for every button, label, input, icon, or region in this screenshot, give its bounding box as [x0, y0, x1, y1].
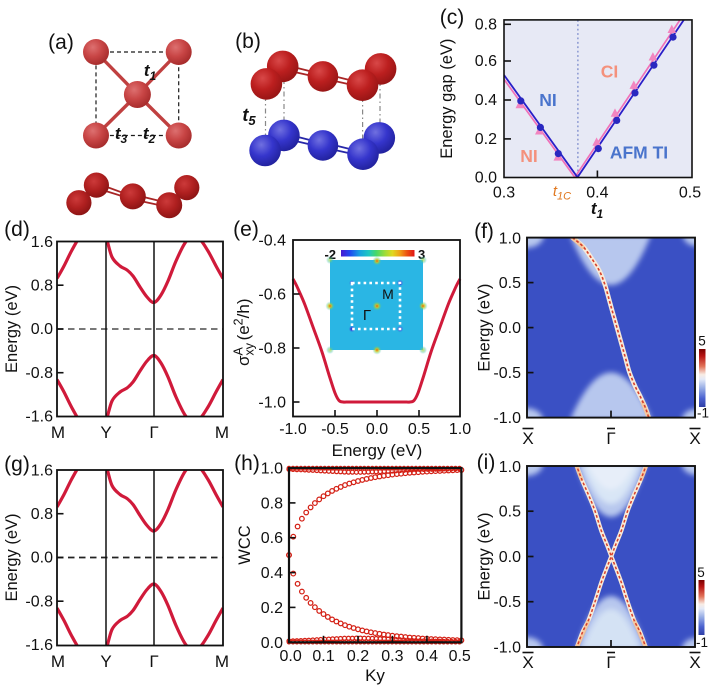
svg-text:1.0: 1.0 — [499, 459, 521, 476]
svg-text:-1.0: -1.0 — [258, 394, 286, 411]
svg-text:Y: Y — [100, 423, 111, 442]
svg-text:-1: -1 — [697, 406, 709, 421]
svg-text:-1.6: -1.6 — [25, 637, 53, 654]
svg-text:0.2: 0.2 — [261, 600, 283, 617]
svg-text:0.4: 0.4 — [416, 648, 438, 665]
svg-text:0.8: 0.8 — [475, 17, 497, 34]
svg-text:Γ: Γ — [149, 652, 158, 671]
svg-text:M: M — [382, 286, 394, 302]
svg-text:Γ: Γ — [363, 307, 371, 324]
svg-text:Energy gap (eV): Energy gap (eV) — [438, 39, 456, 159]
svg-text:X: X — [522, 429, 533, 448]
svg-text:-1.6: -1.6 — [25, 409, 53, 426]
svg-text:0.8: 0.8 — [261, 495, 283, 512]
svg-text:Γ: Γ — [149, 423, 158, 442]
svg-text:0.0: 0.0 — [366, 421, 388, 438]
svg-text:0.5: 0.5 — [408, 421, 430, 438]
svg-text:Energy (eV): Energy (eV) — [3, 285, 21, 373]
svg-text:1.0: 1.0 — [499, 231, 521, 248]
svg-text:Energy (eV): Energy (eV) — [476, 284, 494, 372]
svg-text:-2: -2 — [324, 247, 336, 262]
svg-text:X: X — [689, 429, 700, 448]
svg-text:-1.0: -1.0 — [493, 640, 521, 657]
svg-text:WCC: WCC — [236, 525, 254, 564]
svg-text:0.6: 0.6 — [475, 53, 497, 70]
svg-text:0.0: 0.0 — [31, 550, 53, 567]
svg-text:(d): (d) — [4, 218, 30, 241]
svg-text:(b): (b) — [235, 30, 261, 53]
svg-text:0.0: 0.0 — [475, 170, 497, 187]
svg-text:Energy (eV): Energy (eV) — [3, 513, 21, 601]
svg-text:Energy (eV): Energy (eV) — [332, 441, 423, 460]
svg-text:0.2: 0.2 — [475, 131, 497, 148]
svg-text:X: X — [522, 653, 533, 672]
svg-text:-0.8: -0.8 — [25, 365, 53, 382]
svg-text:Γ: Γ — [606, 653, 615, 672]
svg-text:0.0: 0.0 — [261, 635, 283, 652]
svg-text:0.8: 0.8 — [31, 277, 53, 294]
svg-text:0.5: 0.5 — [449, 648, 471, 665]
svg-text:-0.4: -0.4 — [258, 233, 286, 250]
svg-text:(h): (h) — [234, 452, 260, 475]
svg-text:1.6: 1.6 — [31, 234, 53, 251]
svg-text:-0.5: -0.5 — [321, 421, 349, 438]
svg-text:0.0: 0.0 — [499, 549, 521, 566]
svg-text:Y: Y — [100, 652, 111, 671]
svg-text:-0.5: -0.5 — [493, 594, 521, 611]
svg-text:1.0: 1.0 — [449, 421, 471, 438]
svg-text:-0.5: -0.5 — [493, 365, 521, 382]
svg-text:Γ: Γ — [606, 429, 615, 448]
svg-text:-1: -1 — [696, 635, 708, 650]
svg-text:-1.0: -1.0 — [493, 410, 521, 427]
svg-text:(e): (e) — [233, 218, 259, 241]
svg-text:-1.0: -1.0 — [279, 421, 307, 438]
svg-text:0.3: 0.3 — [493, 185, 515, 202]
svg-text:0.4: 0.4 — [475, 92, 497, 109]
svg-text:M: M — [215, 652, 229, 671]
svg-text:0.1: 0.1 — [312, 648, 334, 665]
svg-text:0.4: 0.4 — [261, 565, 283, 582]
svg-text:-0.6: -0.6 — [258, 286, 286, 303]
svg-text:-0.8: -0.8 — [25, 593, 53, 610]
svg-text:Energy (eV): Energy (eV) — [476, 512, 494, 600]
svg-text:5: 5 — [698, 334, 706, 349]
svg-text:AFM TI: AFM TI — [610, 143, 668, 163]
svg-text:0.2: 0.2 — [347, 648, 369, 665]
svg-text:-0.8: -0.8 — [258, 340, 286, 357]
svg-text:M: M — [51, 652, 65, 671]
svg-text:Ky: Ky — [365, 666, 385, 685]
svg-text:1.0: 1.0 — [261, 461, 283, 478]
svg-text:5: 5 — [697, 565, 705, 580]
svg-text:M: M — [51, 423, 65, 442]
svg-text:0.8: 0.8 — [31, 506, 53, 523]
svg-text:1.6: 1.6 — [31, 463, 53, 480]
svg-text:(c): (c) — [440, 6, 465, 29]
svg-text:3: 3 — [418, 247, 425, 262]
svg-text:0.0: 0.0 — [499, 320, 521, 337]
svg-text:0.3: 0.3 — [381, 648, 403, 665]
svg-text:X: X — [689, 653, 700, 672]
svg-text:CI: CI — [601, 62, 619, 82]
svg-text:0.5: 0.5 — [679, 185, 701, 202]
svg-text:0.0: 0.0 — [31, 321, 53, 338]
svg-text:0.6: 0.6 — [261, 530, 283, 547]
svg-text:NI: NI — [520, 146, 538, 166]
svg-text:0.5: 0.5 — [499, 275, 521, 292]
svg-text:NI: NI — [539, 90, 557, 110]
svg-text:0.0: 0.0 — [279, 648, 301, 665]
svg-text:M: M — [215, 423, 229, 442]
svg-text:σxyA (e2/h): σxyA (e2/h) — [232, 299, 257, 366]
svg-text:0.4: 0.4 — [586, 185, 608, 202]
svg-text:(i): (i) — [477, 451, 496, 474]
svg-text:(g): (g) — [4, 453, 30, 476]
svg-text:(f): (f) — [474, 220, 494, 243]
svg-text:0.5: 0.5 — [499, 504, 521, 521]
svg-text:(a): (a) — [48, 31, 74, 54]
